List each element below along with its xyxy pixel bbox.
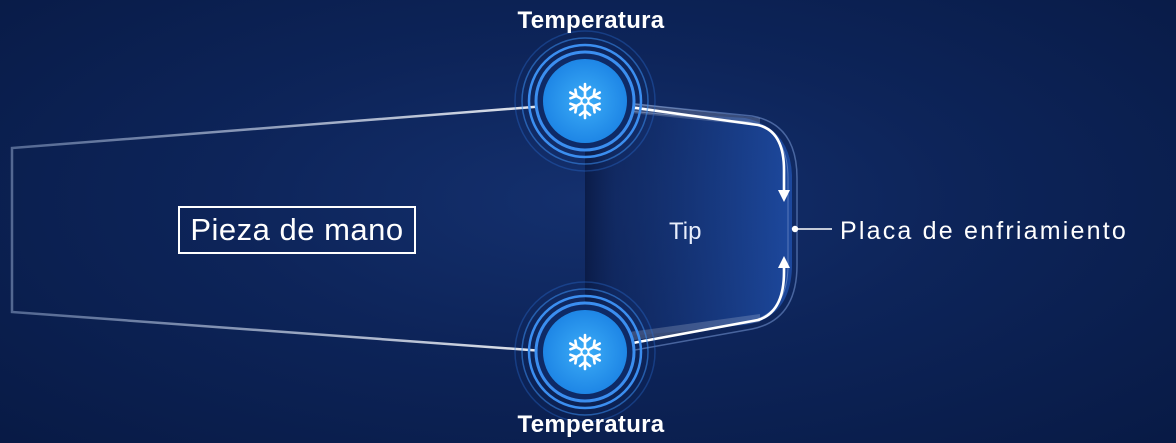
flow-line-top: [599, 101, 786, 192]
temperature-label-top: Temperatura: [517, 7, 665, 34]
tip-label: Tip: [669, 218, 702, 245]
cooling-plate-label: Placa de enfriamiento: [840, 217, 1129, 245]
flow-arrow-down-icon: [778, 190, 790, 202]
cooling-plate-frame: [584, 98, 798, 360]
temperature-sensor-bottom: [514, 281, 656, 423]
flow-line-bottom: [599, 266, 786, 351]
handpiece-outline: [10, 101, 585, 356]
temperature-sensor-top: [514, 30, 656, 172]
tip-region: [585, 108, 792, 340]
handpiece-label: Pieza de mano: [178, 206, 416, 254]
temperature-label-bottom: Temperatura: [517, 411, 665, 438]
cooling-plate-point: [791, 225, 799, 233]
flow-arrow-up-icon: [778, 256, 790, 268]
